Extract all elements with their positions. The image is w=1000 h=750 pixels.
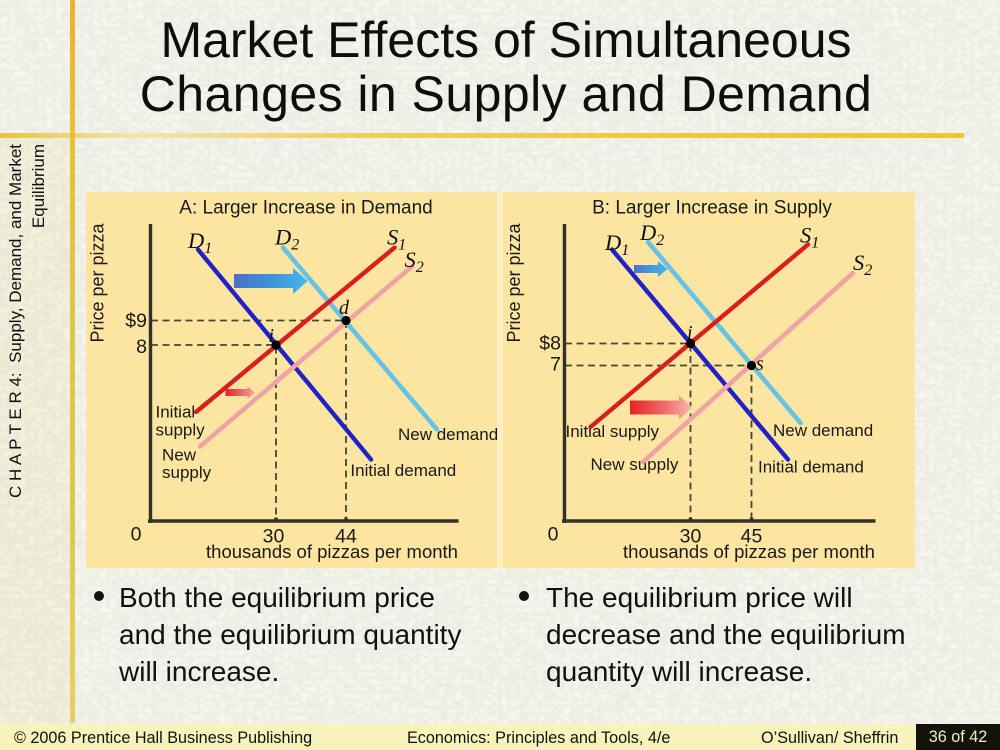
svg-text:D2: D2	[639, 220, 664, 249]
svg-text:thousands of pizzas per month: thousands of pizzas per month	[623, 541, 875, 562]
svg-text:8: 8	[136, 336, 147, 358]
svg-text:Price per pizza: Price per pizza	[504, 222, 524, 342]
svg-text:$8: $8	[539, 333, 561, 355]
svg-text:45: 45	[741, 525, 763, 547]
svg-text:New demand: New demand	[773, 421, 873, 440]
svg-text:S2: S2	[853, 250, 872, 279]
svg-text:supply: supply	[156, 421, 206, 440]
svg-text:Initial demand: Initial demand	[758, 458, 864, 477]
svg-text:$9: $9	[125, 310, 147, 332]
svg-text:B: Larger Increase in Supply: B: Larger Increase in Supply	[592, 198, 832, 219]
svg-text:D2: D2	[274, 225, 299, 254]
svg-text:thousands of pizzas per month: thousands of pizzas per month	[206, 541, 458, 562]
svg-text:supply: supply	[162, 463, 212, 482]
svg-text:i: i	[269, 325, 275, 347]
svg-text:D1: D1	[604, 230, 629, 259]
svg-text:44: 44	[335, 525, 357, 547]
svg-text:Initial: Initial	[156, 403, 196, 422]
svg-text:S1: S1	[387, 225, 406, 254]
svg-text:30: 30	[680, 525, 702, 547]
svg-text:Initial demand: Initial demand	[350, 461, 456, 480]
svg-text:S2: S2	[405, 247, 424, 276]
svg-text:Price per pizza: Price per pizza	[88, 222, 108, 342]
svg-text:D1: D1	[187, 228, 212, 257]
svg-text:7: 7	[550, 354, 561, 376]
svg-text:s: s	[756, 353, 764, 375]
svg-text:New supply: New supply	[591, 455, 679, 474]
svg-text:New demand: New demand	[398, 425, 498, 444]
svg-text:New: New	[162, 446, 197, 465]
svg-text:d: d	[339, 297, 350, 319]
svg-text:A: Larger Increase in Demand: A: Larger Increase in Demand	[179, 198, 432, 219]
svg-text:i: i	[687, 322, 693, 344]
svg-text:0: 0	[548, 524, 559, 546]
svg-text:Initial supply: Initial supply	[566, 422, 660, 441]
svg-text:30: 30	[263, 525, 285, 547]
svg-text:0: 0	[131, 524, 142, 546]
svg-text:S1: S1	[800, 223, 819, 252]
